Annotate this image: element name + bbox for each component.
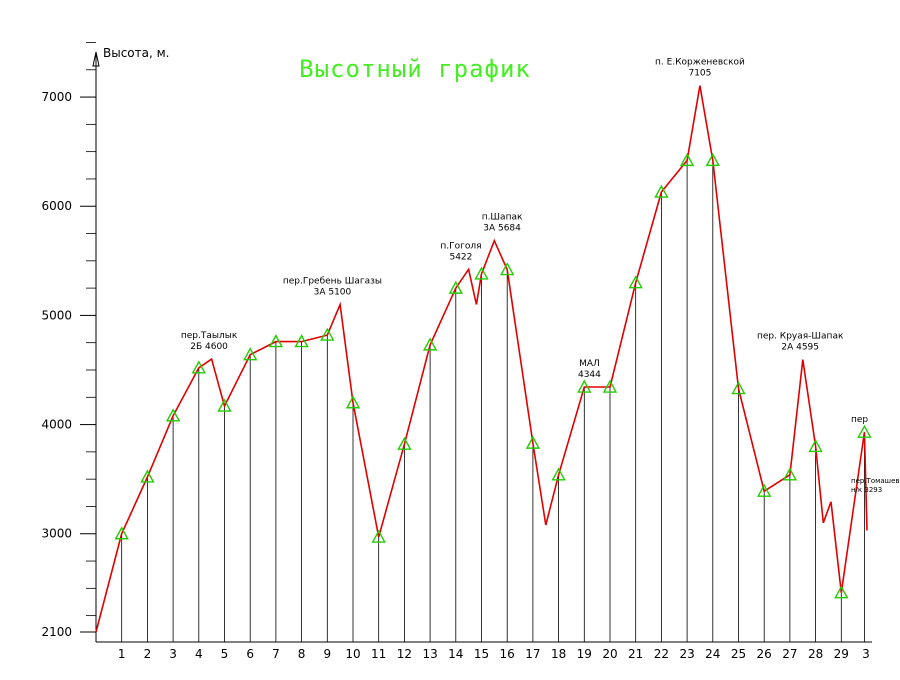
y-axis-label: Высота, м.	[103, 46, 170, 60]
peak-annotation: 3А 5100	[314, 287, 352, 297]
x-tick-label: 2	[144, 647, 152, 661]
x-tick-label: 9	[323, 647, 331, 661]
peak-annotation: 4344	[578, 370, 601, 380]
waypoint-marker	[679, 152, 695, 167]
markers	[114, 152, 872, 599]
x-tick-label: 28	[808, 647, 823, 661]
series-line-group	[95, 85, 868, 633]
waypoint-marker	[114, 526, 129, 540]
waypoint-marker	[140, 469, 155, 483]
x-tick-label: 4	[195, 647, 203, 661]
peak-annotation: пер	[851, 415, 868, 425]
x-tick-label: 14	[448, 647, 463, 661]
waypoint-marker	[551, 467, 566, 481]
x-tick-label: 3	[862, 647, 870, 661]
x-tick-label: 24	[705, 647, 720, 661]
waypoint-marker	[243, 347, 258, 361]
y-axis-arrow	[92, 51, 100, 67]
x-tick-label: 18	[551, 647, 566, 661]
y-tick-label: 2100	[41, 625, 72, 639]
peak-annotation: 7105	[688, 69, 711, 79]
waypoint-marker	[602, 379, 618, 393]
y-tick-label: 7000	[41, 90, 72, 104]
waypoint-marker	[857, 424, 872, 438]
chart-title: Высотный график	[299, 55, 531, 83]
peak-annotation: 3А 5684	[483, 224, 521, 234]
waypoint-marker	[448, 280, 463, 294]
peak-annotation: 5422	[449, 252, 472, 262]
x-tick-label: 17	[525, 647, 540, 661]
waypoint-marker	[705, 152, 720, 167]
peak-annotation: пер.Гребень Шагазы	[283, 276, 382, 286]
x-tick-label: 22	[654, 647, 669, 661]
waypoint-marker	[525, 435, 541, 449]
x-tick-label: 15	[474, 647, 489, 661]
waypoint-marker	[628, 275, 643, 289]
peak-annotation: п.Гоголя	[440, 241, 481, 251]
x-tick-label: 1	[118, 647, 126, 661]
waypoint-marker	[345, 395, 361, 409]
x-tick-label: 8	[298, 647, 306, 661]
x-tick-label: 23	[679, 647, 694, 661]
peak-annotation: п. Е.Корженевской	[655, 58, 745, 68]
waypoint-marker	[397, 436, 412, 450]
axes	[92, 51, 872, 643]
x-tick-label: 5	[221, 647, 229, 661]
x-tick-label: 25	[731, 647, 746, 661]
x-tick-label: 13	[422, 647, 437, 661]
waypoint-marker	[422, 337, 438, 351]
waypoint-marker	[474, 266, 489, 280]
waypoint-marker	[268, 334, 284, 348]
x-tick-label: 29	[834, 647, 849, 661]
waypoint-marker	[191, 360, 206, 374]
peak-annotation: 2А 4595	[781, 343, 819, 353]
y-ticks: 2100 3000 4000 5000 6000 7000	[41, 90, 96, 639]
x-tick-label: 11	[371, 647, 386, 661]
y-tick-label: 3000	[41, 527, 72, 541]
peak-annotation: 2Б 4600	[190, 342, 228, 352]
peak-annotation: н/к 3293	[851, 486, 882, 494]
x-tick-label: 7	[272, 647, 280, 661]
peak-annotation: МАЛ	[579, 359, 600, 369]
waypoint-marker	[808, 438, 823, 453]
waypoint-marker	[320, 327, 335, 341]
x-tick-label: 12	[397, 647, 412, 661]
y-tick-label: 4000	[41, 418, 72, 432]
waypoint-marker	[217, 398, 232, 412]
x-tick-label: 16	[500, 647, 515, 661]
x-tick-label: 6	[246, 647, 254, 661]
peak-annotation: пер.Томашев	[851, 477, 900, 485]
y-tick-label: 5000	[41, 308, 72, 322]
x-tick-label: 26	[757, 647, 772, 661]
x-tick-label: 27	[782, 647, 797, 661]
altitude-series-line	[95, 85, 868, 633]
waypoint-marker	[165, 408, 181, 422]
waypoint-marker	[834, 585, 849, 599]
drop-lines	[121, 160, 865, 642]
x-tick-label: 21	[628, 647, 643, 661]
peak-annotation: п.Шапак	[482, 213, 523, 223]
waypoint-marker	[577, 379, 592, 393]
x-tick-label: 19	[577, 647, 592, 661]
waypoint-marker	[654, 184, 669, 198]
x-tick-label: 10	[345, 647, 360, 661]
y-tick-label: 6000	[41, 199, 72, 213]
peak-annotation: пер. Круая-Шапак	[757, 332, 844, 342]
waypoint-marker	[731, 381, 746, 395]
x-ticks: 1 2 3 4 5 6 7 8 9 10 11 12 13 14 15 16 17 18 19 20 21 22 23 24 2…	[118, 647, 870, 661]
waypoint-marker	[757, 483, 772, 497]
waypoint-marker	[294, 334, 309, 348]
waypoint-marker	[500, 262, 515, 276]
waypoint-marker	[371, 529, 386, 543]
waypoint-marker	[782, 467, 798, 481]
x-tick-label: 3	[169, 647, 177, 661]
x-tick-label: 20	[602, 647, 617, 661]
peak-annotation: пер.Таылык	[181, 331, 238, 341]
y-minor-ticks	[86, 42, 96, 617]
